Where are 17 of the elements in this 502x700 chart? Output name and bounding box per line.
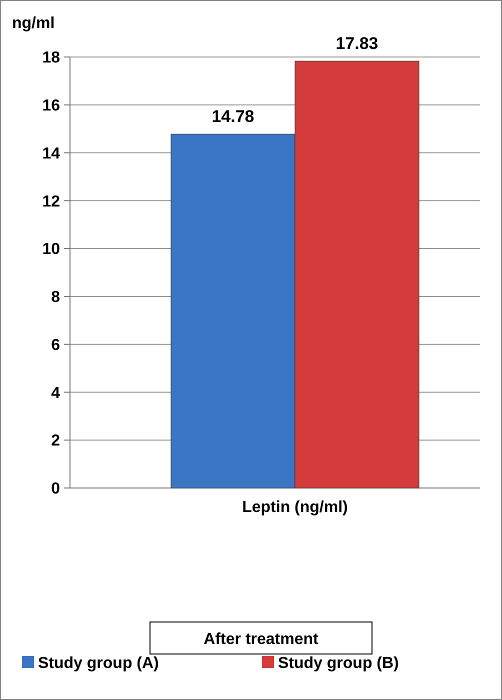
y-tick-label: 4 — [51, 384, 60, 402]
y-tick-label: 6 — [51, 336, 60, 354]
y-tick-label: 16 — [42, 97, 60, 114]
y-tick-label: 14 — [42, 145, 60, 162]
legend-title: After treatment — [204, 631, 320, 648]
y-tick-label: 0 — [51, 480, 60, 498]
y-tick-label: 8 — [51, 289, 60, 306]
data-label: 17.83 — [336, 34, 378, 54]
y-tick-label: 2 — [51, 432, 60, 450]
legend-label: Study group (B) — [278, 655, 399, 672]
y-tick-label: 10 — [42, 241, 60, 258]
y-axis-title: ng/ml — [12, 15, 55, 32]
y-tick-label: 18 — [42, 50, 60, 67]
data-label: 14.78 — [212, 107, 254, 126]
y-tick-label: 12 — [42, 193, 60, 210]
legend-label: Study group (A) — [38, 655, 159, 672]
x-tick-label: Leptin (ng/ml) — [242, 499, 348, 516]
